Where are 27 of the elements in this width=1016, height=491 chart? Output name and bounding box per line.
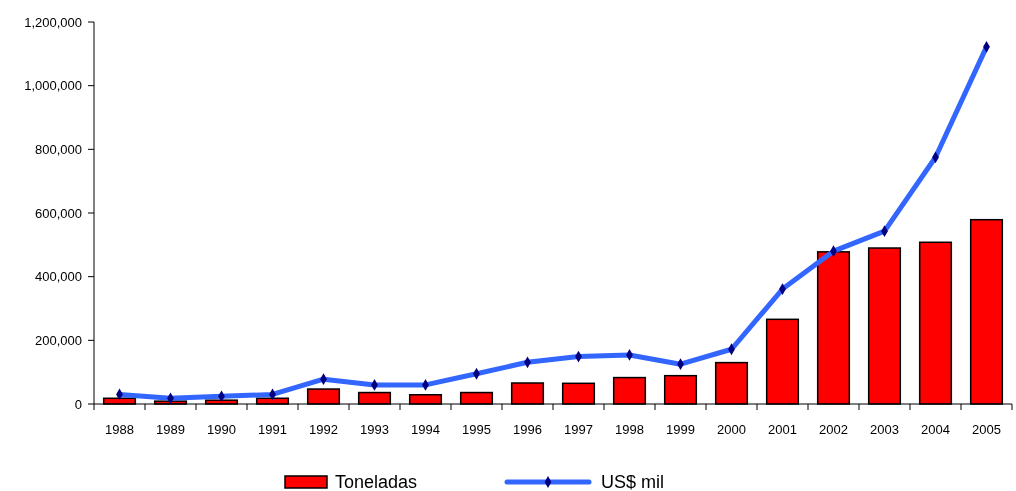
- x-tick-label: 1995: [462, 422, 491, 437]
- x-tick-label: 1989: [156, 422, 185, 437]
- x-tick-label: 1999: [666, 422, 695, 437]
- x-tick-label: 1998: [615, 422, 644, 437]
- y-tick-label: 0: [74, 396, 82, 412]
- x-tick-label: 1992: [309, 422, 338, 437]
- y-tick-label: 800,000: [35, 141, 82, 157]
- y-tick-label: 1,200,000: [24, 14, 82, 30]
- x-tick-label: 1991: [258, 422, 287, 437]
- x-tick-label: 1990: [207, 422, 236, 437]
- x-tick-label: 2001: [768, 422, 797, 437]
- x-tick-label: 1996: [513, 422, 542, 437]
- x-tick-label: 1994: [411, 422, 440, 437]
- y-tick-label: 1,000,000: [24, 78, 82, 94]
- y-tick-label: 400,000: [35, 269, 82, 285]
- x-tick-label: 1993: [360, 422, 389, 437]
- y-tick-label: 200,000: [35, 332, 82, 348]
- y-tick-label: 600,000: [35, 205, 82, 221]
- x-tick-label: 2004: [921, 422, 950, 437]
- x-tick-label: 2003: [870, 422, 899, 437]
- x-tick-label: 1988: [105, 422, 134, 437]
- x-tick-label: 2000: [717, 422, 746, 437]
- legend-label: US$ mil: [601, 472, 665, 491]
- x-tick-label: 1997: [564, 422, 593, 437]
- x-tick-label: 2005: [972, 422, 1001, 437]
- x-tick-label: 2002: [819, 422, 848, 437]
- legend-label: Toneladas: [335, 472, 418, 491]
